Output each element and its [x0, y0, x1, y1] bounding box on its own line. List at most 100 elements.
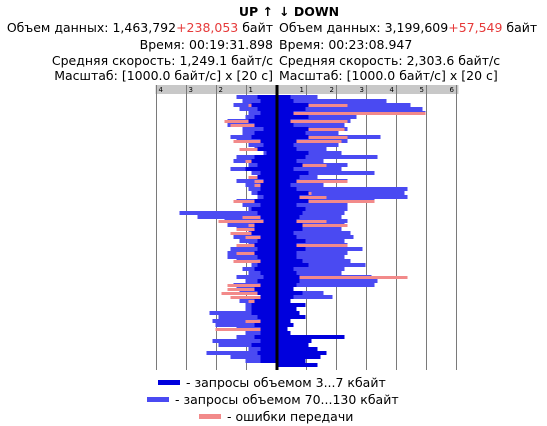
down-time-label: Время: — [279, 37, 325, 52]
up-volume-value: 1,463,792 — [112, 20, 177, 35]
down-volume-error: +57,549 — [448, 20, 503, 35]
down-scale-line: Масштаб: [1000.0 байт/с] x [20 с] — [279, 68, 498, 83]
down-volume-value: 3,199,609 — [384, 20, 449, 35]
down-bar-small — [278, 143, 294, 147]
up-bar-error — [233, 260, 276, 263]
down-bar-small — [278, 171, 309, 175]
down-bar-large — [278, 167, 342, 171]
down-bar-large — [278, 279, 378, 283]
up-bar-small — [257, 107, 276, 111]
up-bar-small — [260, 347, 276, 351]
down-bar-large — [278, 267, 345, 271]
up-volume-label: Объем данных: — [6, 20, 109, 35]
down-bar-small — [278, 283, 297, 287]
up-bar-small — [257, 263, 276, 267]
down-scale-label: Масштаб: — [279, 68, 343, 83]
up-bar-error — [233, 140, 276, 143]
down-tick-label: 2 — [330, 86, 334, 94]
up-time-line: Время: 00:19:31.898 — [140, 37, 273, 52]
down-bar-small — [278, 227, 303, 231]
down-bar-small — [278, 203, 297, 207]
up-bar-small — [254, 131, 276, 135]
legend-large: - запросы объемом 70...130 кбайт — [147, 392, 399, 407]
down-bar-small — [278, 99, 294, 103]
up-bar-small — [257, 95, 276, 99]
down-bar-small — [278, 307, 297, 311]
down-bar-small — [278, 111, 294, 115]
down-bar-large — [278, 255, 345, 259]
down-bar-large — [278, 231, 351, 235]
up-bar-small — [257, 163, 276, 167]
up-bar-small — [260, 99, 276, 103]
up-bar-small — [257, 175, 276, 179]
up-bar-large — [248, 143, 276, 147]
up-bar-small — [260, 215, 276, 219]
up-bar-small — [254, 251, 276, 255]
down-bar-small — [278, 207, 306, 211]
up-bar-small — [263, 219, 276, 223]
down-bar-large — [278, 115, 357, 119]
up-bar-small — [257, 291, 276, 295]
up-bar-small — [245, 167, 276, 171]
up-bar-small — [257, 351, 276, 355]
down-bar-small — [278, 287, 294, 291]
down-bar-error — [278, 224, 348, 227]
down-bar-small — [278, 359, 306, 363]
up-bar-small — [251, 103, 276, 107]
down-bar-small — [278, 139, 297, 143]
up-bar-small — [257, 279, 276, 283]
up-bar-error — [230, 124, 276, 127]
up-bar-small — [254, 299, 276, 303]
down-bar-small — [278, 231, 294, 235]
down-bar-small — [278, 339, 312, 343]
down-bar-large — [278, 107, 423, 111]
down-bar-small — [278, 327, 288, 331]
up-bar-large — [212, 339, 276, 343]
down-bar-large — [278, 247, 363, 251]
down-bar-error — [278, 276, 408, 279]
up-volume-error: +238,053 — [176, 20, 239, 35]
down-bar-small — [278, 259, 303, 263]
up-bar-small — [257, 247, 276, 251]
up-bar-small — [254, 243, 276, 247]
down-bar-small — [278, 355, 321, 359]
down-bar-large — [278, 259, 351, 263]
up-bar-small — [251, 135, 276, 139]
down-bar-large — [278, 143, 339, 147]
legend-small: - запросы объемом 3...7 кбайт — [158, 375, 386, 390]
down-speed-value: 2,303.6 байт/с — [406, 53, 501, 68]
down-tick-label: 3 — [360, 86, 364, 94]
down-bar-large — [278, 123, 345, 127]
down-bar-small — [278, 247, 306, 251]
up-bar-large — [218, 315, 276, 319]
center-axis — [275, 85, 279, 370]
down-bar-small — [278, 151, 309, 155]
down-bar-large — [278, 159, 324, 163]
up-speed-label: Средняя скорость: — [51, 53, 176, 68]
down-bar-small — [278, 135, 309, 139]
up-bar-large — [209, 311, 276, 315]
down-bar-small — [278, 211, 303, 215]
down-speed-line: Средняя скорость: 2,303.6 байт/с — [279, 53, 500, 68]
up-speed-line: Средняя скорость: 1,249.1 байт/с — [52, 53, 273, 68]
down-bar-small — [278, 179, 297, 183]
down-bar-small — [278, 107, 306, 111]
down-bar-large — [278, 239, 345, 243]
up-bar-small — [260, 139, 276, 143]
up-scale-value: [1000.0 байт/с] x [20 с] — [121, 68, 273, 83]
legend-large-label: - запросы объемом 70...130 кбайт — [175, 392, 399, 407]
legend-small-label: - запросы объемом 3...7 кбайт — [186, 375, 386, 390]
up-bar-small — [260, 111, 276, 115]
down-title: ↓ DOWN — [279, 4, 340, 19]
down-bar-small — [278, 191, 309, 195]
up-bar-small — [260, 283, 276, 287]
up-bar-small — [263, 143, 276, 147]
up-volume-unit: байт — [242, 20, 273, 35]
down-time-value: 00:23:08.947 — [328, 37, 413, 52]
down-bar-small — [278, 267, 294, 271]
down-bar-error — [278, 136, 348, 139]
down-bar-error — [278, 196, 327, 199]
down-tick-label: 6 — [450, 86, 455, 94]
down-bar-small — [278, 363, 318, 367]
down-bar-small — [278, 127, 309, 131]
